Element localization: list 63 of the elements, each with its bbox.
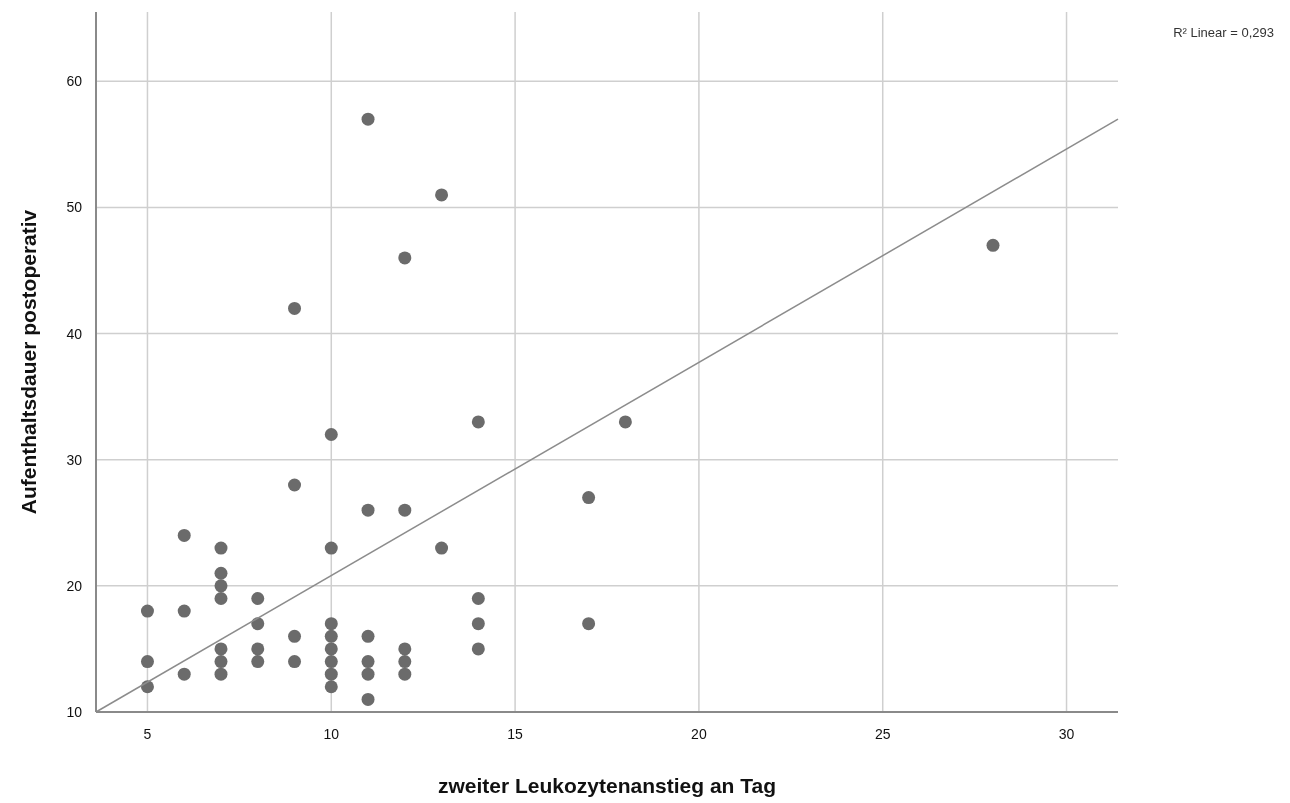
point xyxy=(361,503,375,517)
point xyxy=(214,566,228,580)
point xyxy=(324,629,338,643)
point xyxy=(435,541,449,555)
x-tick-label: 20 xyxy=(691,726,707,742)
point xyxy=(471,617,485,631)
point xyxy=(324,541,338,555)
point xyxy=(618,415,632,429)
point xyxy=(288,655,302,669)
point xyxy=(324,617,338,631)
point xyxy=(398,642,412,656)
point xyxy=(251,591,265,605)
point xyxy=(361,655,375,669)
x-tick-label: 5 xyxy=(143,726,152,742)
x-tick-label: 15 xyxy=(507,726,524,742)
point xyxy=(582,491,596,505)
x-tick-label: 10 xyxy=(323,726,340,742)
point xyxy=(177,604,191,618)
y-tick-label: 10 xyxy=(66,704,83,720)
point xyxy=(140,655,154,669)
point xyxy=(361,692,375,706)
y-tick-label: 40 xyxy=(66,325,83,342)
y-axis-title: Aufenthaltsdauer postoperativ xyxy=(17,209,40,515)
y-tick-label: 50 xyxy=(66,199,83,216)
point xyxy=(214,667,228,681)
point xyxy=(471,642,485,656)
point xyxy=(214,655,228,669)
point xyxy=(140,604,154,618)
point xyxy=(435,188,449,202)
point xyxy=(251,642,265,656)
point xyxy=(324,680,338,694)
y-tick-label: 30 xyxy=(66,451,83,468)
point xyxy=(361,112,375,126)
point xyxy=(398,251,412,265)
point xyxy=(288,478,302,492)
point xyxy=(214,642,228,656)
point xyxy=(324,667,338,681)
point xyxy=(251,655,265,669)
x-tick-label: 30 xyxy=(1058,726,1075,742)
point xyxy=(324,642,338,656)
x-axis-title: zweiter Leukozytenanstieg an Tag xyxy=(437,774,777,797)
point xyxy=(986,238,1000,252)
point xyxy=(177,667,191,681)
x-tick-label: 25 xyxy=(874,726,891,742)
point xyxy=(288,301,302,315)
point xyxy=(361,667,375,681)
point xyxy=(471,591,485,605)
point xyxy=(582,617,596,631)
y-tick-label: 60 xyxy=(66,73,83,90)
text: R² Linear = 0,293 xyxy=(1173,25,1274,40)
y-tick-label: 20 xyxy=(66,577,83,594)
point xyxy=(214,579,228,593)
point xyxy=(361,629,375,643)
point xyxy=(398,503,412,517)
point xyxy=(288,629,302,643)
point xyxy=(398,655,412,669)
point xyxy=(214,591,228,605)
point xyxy=(177,528,191,542)
point xyxy=(324,428,338,442)
point xyxy=(324,655,338,669)
point xyxy=(471,415,485,429)
point xyxy=(398,667,412,681)
point xyxy=(214,541,228,555)
